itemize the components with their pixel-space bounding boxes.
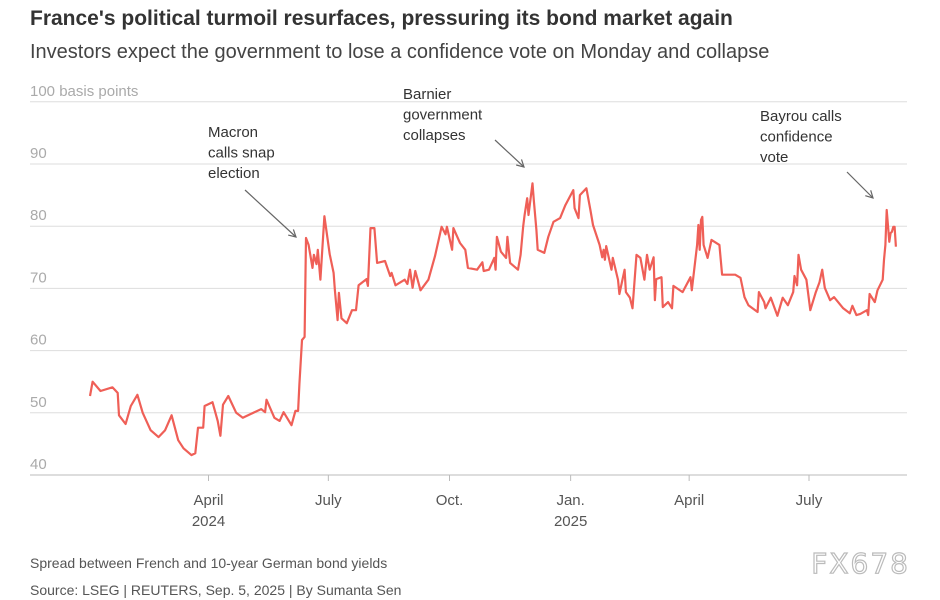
annotation-text: collapses (403, 127, 466, 144)
annotation-arrow (846, 171, 874, 199)
annotation-text: calls snap (208, 145, 275, 162)
x-tick-label: April (194, 492, 224, 509)
annotation-arrow (244, 189, 297, 238)
watermark-logo: FX678 (811, 546, 910, 580)
spread-line (88, 182, 897, 457)
annotation-arrowhead (865, 190, 874, 199)
x-tick-label: April (674, 492, 704, 509)
chart-note: Spread between French and 10-year German… (30, 555, 388, 571)
x-tick-label: July (796, 492, 823, 509)
annotation-text: confidence (760, 129, 833, 146)
y-tick-label: 100 basis points (30, 83, 138, 100)
y-tick-label: 90 (30, 145, 47, 162)
chart-subtitle: Investors expect the government to lose … (30, 41, 770, 63)
x-tick-year: 2025 (554, 513, 587, 530)
x-tick-label: Jan. (556, 492, 584, 509)
y-tick-label: 80 (30, 207, 47, 224)
y-tick-label: 40 (30, 456, 47, 473)
y-tick-label: 60 (30, 332, 47, 349)
annotation-text: vote (760, 149, 788, 166)
chart-source: Source: LSEG | REUTERS, Sep. 5, 2025 | B… (30, 582, 402, 598)
x-tick-year: 2024 (192, 513, 225, 530)
annotation-text: government (403, 107, 483, 124)
annotation-text: election (208, 165, 260, 182)
x-tick-label: Oct. (436, 492, 464, 509)
x-tick-label: July (315, 492, 342, 509)
annotation-text: Macron (208, 124, 258, 141)
chart-title: France's political turmoil resurfaces, p… (30, 7, 733, 30)
annotation-arrow (494, 139, 525, 168)
annotation-text: Barnier (403, 86, 451, 103)
y-tick-label: 70 (30, 269, 47, 286)
annotation-text: Bayrou calls (760, 108, 842, 125)
y-tick-label: 50 (30, 394, 47, 411)
annotation-arrowhead (516, 159, 525, 168)
annotation-arrowhead (288, 229, 297, 238)
